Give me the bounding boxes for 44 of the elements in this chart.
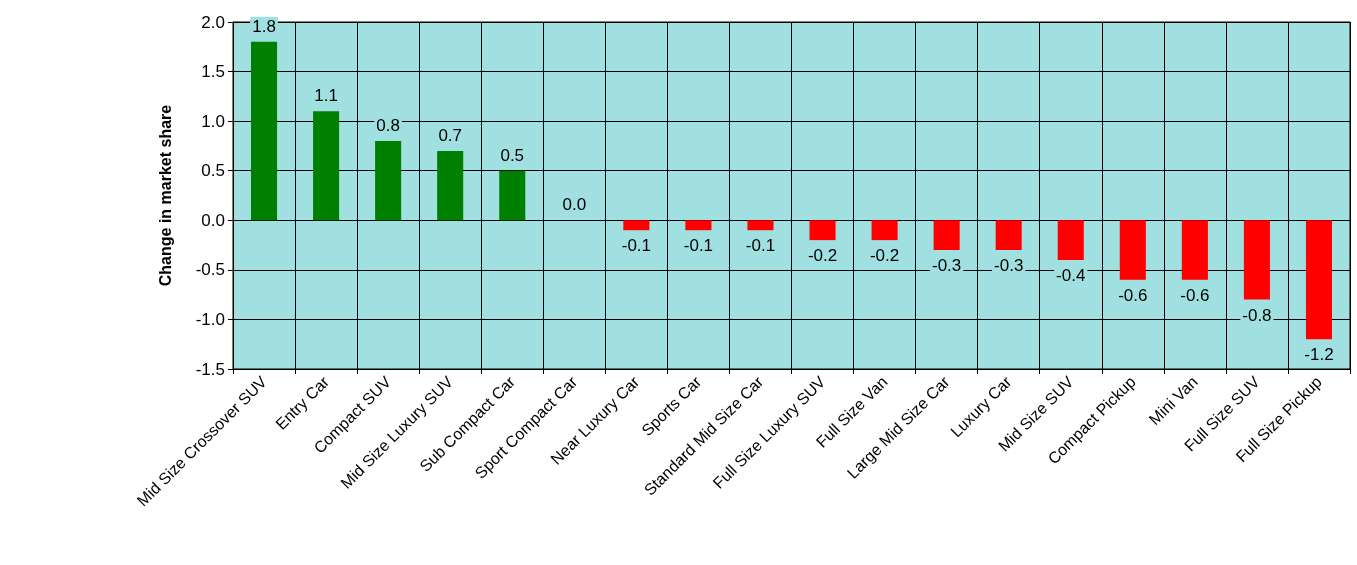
- bar: [685, 220, 712, 231]
- y-tick-label: 0.5: [201, 161, 225, 181]
- bar: [375, 140, 402, 221]
- bar: [1057, 220, 1084, 260]
- y-tick-label: 0.0: [201, 210, 225, 230]
- data-label: -0.1: [683, 236, 714, 256]
- y-tick-label: -1.0: [195, 309, 225, 329]
- data-label: -0.2: [807, 246, 838, 266]
- data-label: -0.4: [1056, 265, 1086, 285]
- data-label: -1.2: [1304, 345, 1334, 365]
- data-label: 0.7: [438, 125, 463, 145]
- data-label: -0.1: [745, 236, 776, 256]
- bar: [499, 170, 526, 221]
- data-label: 1.1: [314, 86, 338, 106]
- data-label: -0.6: [1118, 285, 1148, 305]
- bar: [251, 41, 278, 221]
- y-axis-title: Change in market share: [156, 104, 174, 287]
- y-tick-label: -1.5: [195, 359, 225, 379]
- bar: [437, 150, 464, 221]
- data-label: -0.3: [931, 256, 962, 276]
- data-label: -0.6: [1180, 285, 1210, 305]
- data-label: 0.8: [376, 115, 400, 135]
- data-label: -0.1: [621, 236, 652, 256]
- bar: [809, 220, 836, 241]
- bar: [1181, 220, 1208, 280]
- data-label: -0.3: [994, 256, 1024, 276]
- y-tick-label: 1.0: [201, 111, 225, 131]
- bar: [747, 220, 774, 231]
- bar: [933, 220, 960, 251]
- bar: [1305, 220, 1332, 340]
- bar: [1243, 220, 1270, 300]
- data-label: -0.8: [1242, 305, 1272, 325]
- bar: [313, 111, 340, 221]
- bar: [871, 220, 898, 241]
- bar: [623, 220, 650, 231]
- y-tick-label: 1.5: [201, 62, 225, 82]
- bar: [1119, 220, 1146, 280]
- data-label: 0.0: [562, 195, 587, 215]
- data-label: 1.8: [252, 16, 276, 36]
- bar: [995, 220, 1022, 251]
- y-tick-label: -0.5: [195, 260, 225, 280]
- data-label: -0.2: [869, 246, 900, 266]
- y-tick-label: 2.0: [201, 12, 225, 32]
- data-label: 0.5: [500, 145, 525, 165]
